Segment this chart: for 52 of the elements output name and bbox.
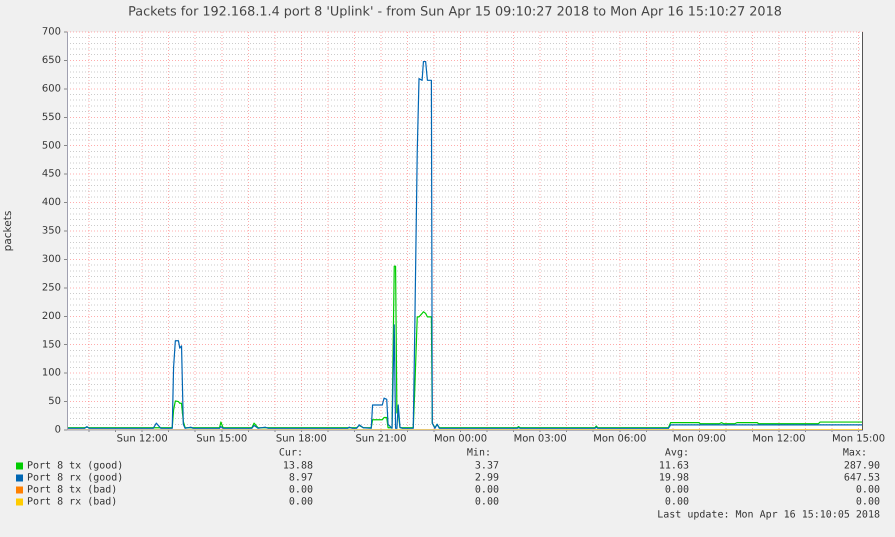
y-tick-label: 250 [42,282,61,294]
y-axis-title: packets [2,210,14,252]
y-tick-label: 350 [42,226,61,237]
x-tick-label: Mon 03:00 [514,434,567,445]
y-tick-label: 300 [42,254,61,266]
y-tick-label: 500 [42,140,61,152]
text: 647.53 [844,472,880,484]
x-tick-label: Sun 15:00 [196,434,248,445]
text: Avg: [664,448,689,459]
text: Max: [842,448,867,459]
x-tick-label: Sun 12:00 [116,434,168,445]
legend-label: Port 8 tx (good) [27,460,124,472]
x-tick-label: Mon 00:00 [434,434,488,445]
x-tick-label: Sun 21:00 [355,434,406,445]
legend-label: Port 8 rx (bad) [27,496,118,508]
x-tick-label: Mon 15:00 [832,434,886,445]
text: Cur: [278,448,303,459]
text: 13.88 [282,460,313,472]
text: 0.00 [856,496,880,508]
y-tick-label: 700 [42,26,61,38]
text: 11.63 [658,460,689,472]
text: 0.00 [288,496,313,508]
text: 8.97 [288,472,313,484]
text: 0.00 [288,484,313,496]
x-tick-label: Mon 09:00 [672,434,726,445]
y-tick-label: 100 [42,368,61,379]
legend-label: Port 8 tx (bad) [27,484,118,496]
text: Last update: Mon Apr 16 15:10:05 2018 [657,510,880,521]
text: Min: [466,448,491,459]
text: 2.99 [474,472,499,484]
y-tick-label: 200 [42,310,61,322]
y-tick-label: 400 [42,197,61,208]
y-tick-label: 450 [42,168,61,180]
text: 19.98 [658,472,689,484]
text: 0.00 [474,496,499,508]
y-tick-label: 650 [42,55,61,66]
text: 287.90 [844,460,880,472]
x-tick-label: Sun 18:00 [276,434,327,445]
x-tick-label: Mon 06:00 [593,434,646,445]
y-tick-label: 550 [42,112,61,123]
y-tick-label: 150 [42,339,61,350]
y-tick-label: 50 [48,396,61,408]
text: 0.00 [856,484,880,496]
text: 0.00 [664,496,689,508]
chart-title: Packets for 192.168.1.4 port 8 'Uplink' - from Sun Apr 15 09:10:27 2018 to Mon Apr 16 15:10:27 2018 [128,4,782,20]
x-tick-label: Mon 12:00 [752,434,806,445]
legend-label: Port 8 rx (good) [27,472,124,484]
y-tick-label: 0 [54,424,61,436]
y-tick-label: 600 [42,83,61,94]
text: 0.00 [664,484,689,496]
text: 3.37 [474,460,499,472]
text: 0.00 [474,484,499,496]
